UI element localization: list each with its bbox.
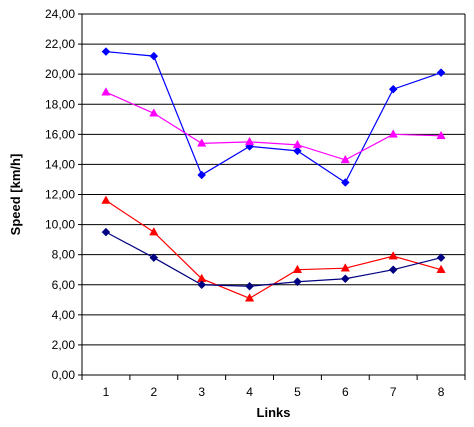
y-tick-label: 4,00 [52,308,76,322]
data-point [197,138,207,147]
series-3 [101,195,446,302]
data-point [436,253,446,263]
x-tick-label: 5 [294,385,301,399]
data-point [149,51,159,61]
y-tick-label: 14,00 [45,157,75,171]
y-tick-label: 6,00 [52,278,76,292]
x-axis-title: Links [257,405,291,420]
series-line [105,231,442,287]
data-point [149,253,159,263]
data-point [245,281,254,291]
y-tick-label: 12,00 [45,188,75,202]
data-point [388,84,398,94]
data-point [293,146,302,156]
data-point [436,264,446,273]
x-tick-label: 7 [390,385,397,399]
series-line [105,51,442,184]
y-axis-title: Speed [km/h] [8,154,23,236]
y-tick-label: 8,00 [52,248,76,262]
x-tick-labels: 1 2 3 4 5 6 7 8 [103,385,445,399]
x-tick-label: 6 [342,385,349,399]
data-point [101,87,111,96]
series-2 [101,87,446,164]
axes [78,13,466,380]
data-point [388,251,398,260]
data-point [101,227,111,237]
y-tick-label: 18,00 [45,97,75,111]
data-point [244,136,255,146]
x-tick-label: 3 [198,385,205,399]
data-series [101,47,446,302]
x-tick-label: 2 [150,385,157,399]
series-4 [101,227,446,291]
data-point [340,274,350,284]
data-point [436,130,446,140]
grid-lines [82,13,465,376]
data-point [244,293,255,302]
data-point [293,277,302,287]
data-point [388,129,398,138]
y-tick-label: 16,00 [45,127,75,141]
data-point [149,227,159,236]
y-tick-label: 10,00 [45,218,75,232]
data-point [340,263,350,272]
series-line [105,91,442,161]
data-point [292,264,303,273]
y-tick-label: 0,00 [52,368,76,382]
x-tick-label: 8 [438,385,445,399]
data-point [197,170,207,180]
x-tick-label: 1 [103,385,110,399]
data-point [388,265,398,275]
y-tick-label: 24,00 [45,7,75,21]
data-point [340,178,350,187]
data-point [101,195,111,204]
y-tick-label: 20,00 [45,67,75,81]
y-tick-label: 2,00 [52,338,76,352]
data-point [101,47,111,56]
x-tick-label: 4 [246,385,253,399]
series-1 [101,47,446,187]
y-tick-labels: 0,00 2,00 4,00 6,00 8,00 10,00 12,00 14,00 16,00… [45,7,75,382]
data-point [149,108,159,117]
data-point [197,280,207,290]
data-point [292,139,303,149]
y-tick-label: 22,00 [45,37,75,51]
data-point [436,68,446,78]
data-point [340,154,350,164]
